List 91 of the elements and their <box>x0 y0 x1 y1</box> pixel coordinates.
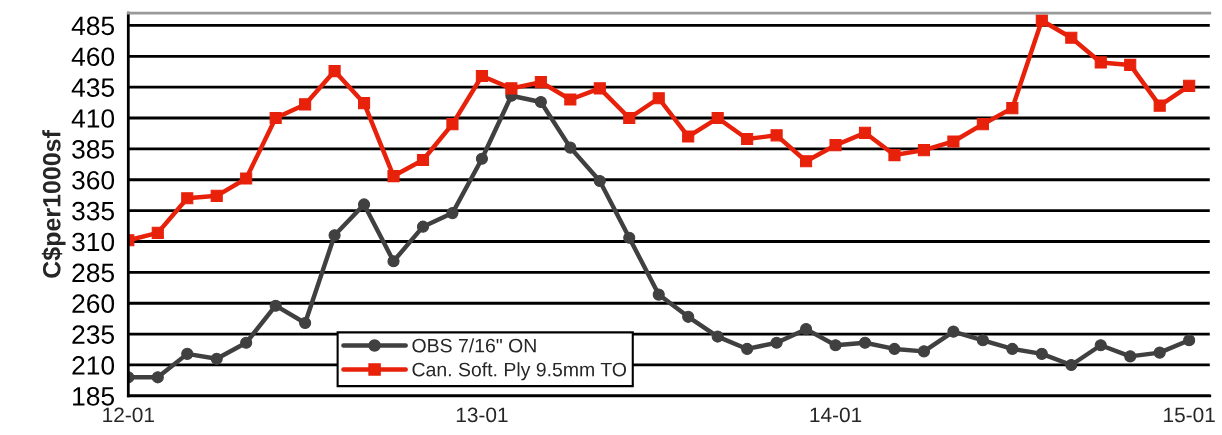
point <box>1153 346 1166 359</box>
point <box>240 336 253 349</box>
point <box>623 231 636 244</box>
point <box>210 189 223 202</box>
y-tick-label: 260 <box>72 294 115 314</box>
point <box>299 98 312 111</box>
point <box>1183 79 1196 92</box>
x-tick-label: 13-01 <box>456 407 508 423</box>
point <box>269 111 282 125</box>
point <box>299 316 312 330</box>
legend-label: OBS 7/16" ON <box>412 338 536 353</box>
point <box>1035 347 1048 360</box>
y-tick-label: 460 <box>71 47 115 67</box>
point <box>357 97 371 110</box>
point <box>1153 99 1166 112</box>
point <box>1094 56 1107 69</box>
point <box>976 334 989 347</box>
point <box>475 152 488 165</box>
point <box>328 65 341 78</box>
legend-label: Can. Soft. Ply 9.5mm TO <box>412 362 627 381</box>
y-tick-label: 385 <box>72 140 115 159</box>
point <box>269 299 282 312</box>
point <box>741 342 754 355</box>
point <box>564 93 577 106</box>
x-tick-label: 14-01 <box>810 407 862 423</box>
y-tick-label: 485 <box>71 16 115 36</box>
point <box>682 310 695 323</box>
point <box>652 288 665 301</box>
point <box>652 92 665 105</box>
point <box>711 330 724 343</box>
point <box>1065 358 1078 372</box>
x-tick-label: 15-01 <box>1164 407 1215 423</box>
point <box>1035 14 1048 27</box>
point <box>240 172 253 185</box>
point <box>976 118 989 131</box>
point <box>446 207 459 220</box>
point <box>416 153 430 167</box>
point <box>593 82 606 95</box>
point <box>1006 342 1019 355</box>
point <box>151 371 164 384</box>
point <box>564 141 577 154</box>
point <box>446 118 459 131</box>
point <box>387 255 400 268</box>
point <box>1094 339 1107 352</box>
point <box>711 111 724 125</box>
point <box>858 336 872 349</box>
point <box>829 339 842 352</box>
point <box>888 342 901 355</box>
point <box>947 135 960 148</box>
point <box>800 323 813 336</box>
point <box>888 148 901 162</box>
y-tick-label: 235 <box>72 325 115 344</box>
point <box>475 69 488 83</box>
point <box>593 174 606 188</box>
point <box>947 325 960 338</box>
point <box>1183 334 1196 347</box>
point <box>505 82 518 95</box>
point <box>534 76 547 89</box>
point <box>770 129 783 142</box>
point <box>210 352 223 365</box>
point <box>917 144 931 157</box>
y-tick-label: 310 <box>72 232 115 252</box>
point <box>623 111 636 125</box>
point <box>1065 31 1078 44</box>
x-tick-label: 12-01 <box>103 407 154 423</box>
point <box>534 95 547 109</box>
point <box>829 139 842 152</box>
point <box>800 155 813 168</box>
y-tick-label: 410 <box>71 109 115 128</box>
point <box>328 229 341 242</box>
point <box>181 347 194 360</box>
point <box>1124 58 1137 71</box>
point <box>387 169 400 183</box>
point <box>181 192 194 205</box>
point <box>1006 102 1019 115</box>
point <box>741 132 754 146</box>
y-tick-label: 435 <box>71 78 115 97</box>
point <box>858 126 872 139</box>
y-tick-label: 210 <box>72 356 115 375</box>
point <box>917 345 931 358</box>
point <box>357 198 371 211</box>
y-tick-label: 335 <box>72 201 115 221</box>
point <box>770 336 783 349</box>
y-tick-label: 285 <box>72 263 115 283</box>
y-tick-label: 360 <box>72 170 115 190</box>
point <box>1124 350 1137 363</box>
y-tick-label: 185 <box>73 386 115 406</box>
point <box>416 220 430 233</box>
point <box>682 130 695 143</box>
y-axis-title: C$per1000sf <box>41 130 66 278</box>
point <box>151 226 164 239</box>
